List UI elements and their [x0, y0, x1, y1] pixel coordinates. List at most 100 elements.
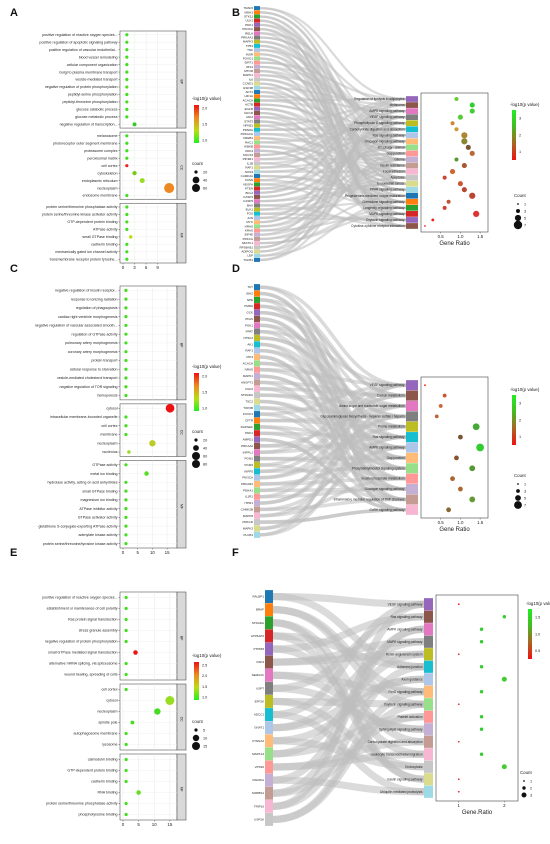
colorbar-tick-label: 2 — [519, 133, 521, 137]
gene-node — [254, 461, 260, 469]
data-point — [454, 455, 459, 461]
gene-label: NT5C2 — [243, 336, 253, 340]
term-label: alternative mRNA splicing, via spliceoso… — [49, 662, 118, 666]
gene-node — [254, 404, 260, 411]
pathway-label: Purine metabolism — [378, 425, 405, 429]
gene-label: ADCC1 — [254, 713, 265, 717]
facet-strip-label-cc: CC — [180, 165, 184, 170]
pathway-node — [424, 610, 433, 623]
pathway-node — [406, 463, 418, 474]
term-label: negative regulation of TOR signaling — [59, 385, 117, 389]
size-legend-dot — [192, 452, 200, 460]
sankey-link — [259, 435, 407, 455]
gene-node — [254, 152, 260, 157]
gene-label: VPS36 — [255, 765, 265, 769]
pathway-node — [406, 452, 418, 463]
pathway-label: Longevity regulating pathway — [363, 206, 405, 210]
pathway-label: Leukocyte transendothelial migration — [371, 752, 423, 756]
size-legend-dot — [192, 742, 200, 750]
term-label: membrane — [100, 433, 117, 437]
gene-label: PRKAA1 — [241, 35, 253, 39]
sankey-link — [259, 152, 407, 262]
gene-label: VEGFA — [243, 182, 253, 186]
data-point — [457, 740, 460, 743]
term-label: protein serine/threonine phosphatase act… — [46, 205, 118, 209]
data-point — [479, 665, 484, 669]
gene-label: CDK4 — [245, 149, 253, 153]
colorbar-tick-label: 1.5 — [535, 616, 540, 620]
gene-label: ITPR1 — [244, 501, 253, 505]
gene-node — [254, 90, 260, 95]
pathway-label: Carbon metabolism — [377, 394, 405, 398]
gene-node — [254, 442, 260, 449]
pathway-node — [424, 648, 433, 661]
gene-label: NOS3 — [245, 170, 254, 174]
gene-label: CASP9 — [243, 199, 253, 203]
gene-label: MAPK3 — [243, 40, 254, 44]
gene-label: CFTR — [245, 419, 254, 423]
term-label: GTPase activity — [92, 463, 117, 467]
data-point — [457, 181, 463, 187]
sankey-link — [259, 431, 407, 481]
term-label: negative regulation of protein phosphory… — [45, 85, 118, 89]
pathway-node — [406, 132, 418, 139]
gene-label: ADIPOQ — [241, 250, 253, 254]
gene-label: PIK3CA — [242, 476, 253, 480]
sankey-link — [259, 476, 407, 518]
gene-node — [254, 328, 260, 335]
gene-label: RELA — [245, 31, 253, 35]
gene-node — [265, 721, 273, 735]
gene-node — [265, 629, 273, 643]
size-legend-title: count — [192, 429, 204, 434]
term-label: ATPase activity — [93, 228, 118, 232]
size-legend-dot — [192, 176, 200, 184]
data-point — [124, 606, 128, 611]
gene-node — [254, 69, 260, 74]
data-point — [125, 164, 129, 168]
gene-label: MAPK14 — [252, 752, 264, 756]
gene-label: RALBP1 — [252, 595, 264, 599]
data-point — [124, 731, 128, 736]
data-point — [479, 640, 484, 644]
data-point — [469, 192, 476, 199]
gene-label: STRADA — [241, 393, 253, 397]
size-legend-dot — [192, 734, 200, 742]
pathway-node — [406, 168, 418, 175]
sankey-link — [259, 508, 407, 524]
gene-node — [254, 284, 260, 291]
gene-label: RAF1 — [245, 349, 253, 353]
pathway-node — [424, 698, 433, 711]
colorbar-tick-label: 2.0 — [202, 374, 207, 378]
facet-cc-panel — [119, 683, 178, 751]
data-point — [164, 183, 175, 194]
pathway-node — [406, 211, 418, 217]
colorbar-tick-label: 2.0 — [202, 106, 207, 110]
size-legend-label: 15 — [203, 744, 207, 748]
pathway-node — [406, 432, 418, 443]
term-label: GTPase activator activity — [78, 516, 118, 520]
size-legend-dot — [194, 170, 198, 174]
gene-node — [254, 85, 260, 90]
gene-node — [254, 249, 260, 254]
data-point — [124, 672, 128, 677]
facet-mf-panel — [119, 460, 178, 549]
gene-label: PRKAA2 — [241, 444, 253, 448]
data-point — [124, 315, 128, 319]
data-point — [124, 524, 128, 528]
size-legend-label: 3 — [530, 793, 532, 797]
gene-node — [254, 18, 260, 23]
gene-node — [254, 512, 260, 519]
gene-label: EFF2K — [255, 699, 264, 703]
term-label: peptidyl-threonine phosphorylation — [63, 100, 118, 104]
pathway-node — [424, 723, 433, 736]
data-point — [124, 542, 128, 546]
pathway-label: FoxO signaling pathway — [388, 690, 422, 694]
data-point — [454, 97, 459, 102]
pathway-node — [406, 156, 418, 163]
gene-label: FOXO1 — [243, 56, 254, 60]
term-label: phosphotyrosine binding — [79, 813, 118, 817]
panel-label-e: E — [10, 547, 17, 559]
facet-bp-panel — [119, 591, 178, 681]
size-legend-label: 5 — [524, 496, 526, 500]
term-label: positive regulation of reactive oxygen s… — [42, 596, 117, 600]
